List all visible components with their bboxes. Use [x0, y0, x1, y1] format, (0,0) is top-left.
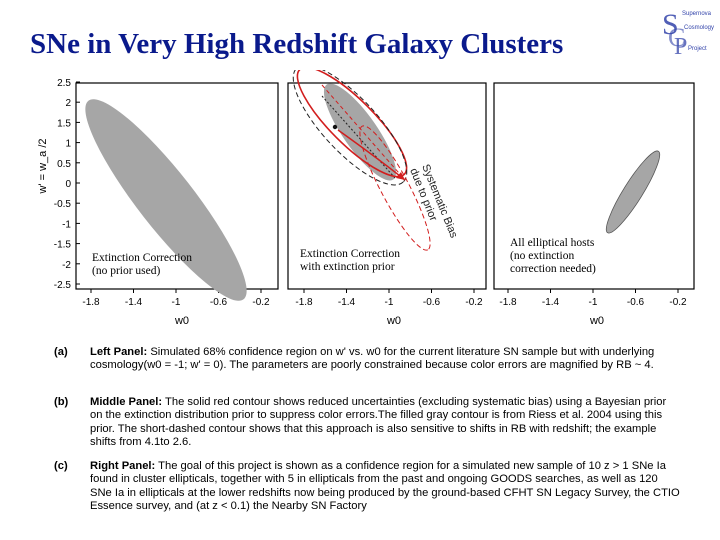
- logo-text-2: Cosmology: [684, 25, 714, 31]
- middle-center-marker: [332, 124, 338, 130]
- panel-right-frame: [493, 82, 695, 290]
- x-tick-label: -0.2: [465, 297, 483, 308]
- caption-c-heading: Right Panel:: [90, 460, 156, 472]
- right-contour: [605, 150, 661, 234]
- caption-a-heading: Left Panel:: [90, 346, 148, 358]
- caption-b-tag: (b): [54, 396, 69, 408]
- x-tick-label: -1.4: [542, 297, 560, 308]
- y-tick-label: -1: [62, 219, 71, 230]
- y-tick-label: -2: [62, 260, 71, 271]
- logo-text-3: Project: [688, 46, 707, 52]
- panel-middle-frame: [287, 82, 487, 290]
- figure-svg: w' = w_a /2 2.5 2 1.5 1 0.5 0 -0.5 -1 -1.5 -2 -2.5…: [37, 64, 695, 327]
- x-axis-label-middle: w0: [386, 315, 401, 327]
- y-tick-label: 2: [65, 98, 71, 109]
- x-tick-label: -1: [589, 297, 598, 308]
- x-axis-label-left: w0: [174, 315, 189, 327]
- middle-shift-line: [321, 84, 406, 181]
- logo-letter-c: C: [668, 23, 685, 52]
- y-tick-label: 1: [65, 139, 71, 150]
- left-label-2: (no prior used): [92, 265, 161, 277]
- caption-a-tag: (a): [54, 346, 68, 358]
- figure: w' = w_a /2 2.5 2 1.5 1 0.5 0 -0.5 -1 -1.5 -2 -2.5…: [0, 64, 720, 335]
- x-tick-label: -1.8: [82, 297, 100, 308]
- y-tick-label: -0.5: [54, 199, 72, 210]
- x-tick-label: -0.2: [669, 297, 687, 308]
- x-tick-label: -0.6: [627, 297, 645, 308]
- x-axis-label-right: w0: [589, 315, 604, 327]
- caption-c-tag: (c): [54, 460, 68, 472]
- caption-b-heading: Middle Panel:: [90, 396, 163, 408]
- middle-label-2: with extinction prior: [300, 261, 395, 273]
- middle-label-1: Extinction Correction: [300, 248, 400, 260]
- x-tick-label: -1.4: [338, 297, 356, 308]
- right-label-1: All elliptical hosts: [510, 237, 595, 249]
- caption-a-text: Simulated 68% confidence region on w' vs…: [90, 346, 655, 372]
- arrow-head-icon: [396, 172, 405, 180]
- left-label-1: Extinction Correction: [92, 252, 192, 264]
- y-tick-label: 2.5: [57, 78, 71, 89]
- x-tick-label: -0.6: [423, 297, 441, 308]
- panel-left-frame: [75, 82, 279, 290]
- left-contour: [85, 99, 247, 301]
- y-tick-label: 0: [65, 179, 71, 190]
- x-tick-label: -0.2: [252, 297, 270, 308]
- caption-c-text: The goal of this project is shown as a c…: [90, 460, 680, 513]
- x-tick-label: -0.6: [210, 297, 228, 308]
- y-tick-label: 0.5: [57, 159, 71, 170]
- logo-letter-s: S: [662, 8, 679, 41]
- x-tick-labels: -1.8 -1.4 -1 -0.6 -0.2 -1.8 -1.4 -1 -0.6 -0.2 -1.8…: [82, 289, 687, 308]
- right-label-3: correction needed): [510, 263, 596, 275]
- y-tick-label: -1.5: [54, 240, 72, 251]
- y-axis-label: w' = w_a /2: [37, 139, 49, 195]
- logo-letter-p: P: [674, 34, 687, 56]
- logo-text-1: Supernova: [682, 11, 712, 17]
- y-tick-labels: 2.5 2 1.5 1 0.5 0 -0.5 -1 -1.5 -2 -2.5: [54, 78, 80, 291]
- x-tick-label: -1.8: [499, 297, 517, 308]
- x-tick-label: -1: [172, 297, 181, 308]
- middle-red-contour: [296, 66, 408, 178]
- scp-logo: S C P Supernova Cosmology Project: [660, 4, 716, 60]
- x-tick-label: -1: [385, 297, 394, 308]
- page-title: SNe in Very High Redshift Galaxy Cluster…: [30, 28, 564, 60]
- caption-b-text: The solid red contour shows reduced unce…: [90, 396, 667, 449]
- middle-shifted-contour: [359, 125, 431, 251]
- middle-dashed-contour: [292, 64, 408, 186]
- y-tick-label: 1.5: [57, 118, 71, 129]
- x-tick-label: -1.4: [125, 297, 143, 308]
- right-label-2: (no extinction: [510, 250, 574, 262]
- y-tick-label: -2.5: [54, 280, 72, 291]
- x-tick-label: -1.8: [295, 297, 313, 308]
